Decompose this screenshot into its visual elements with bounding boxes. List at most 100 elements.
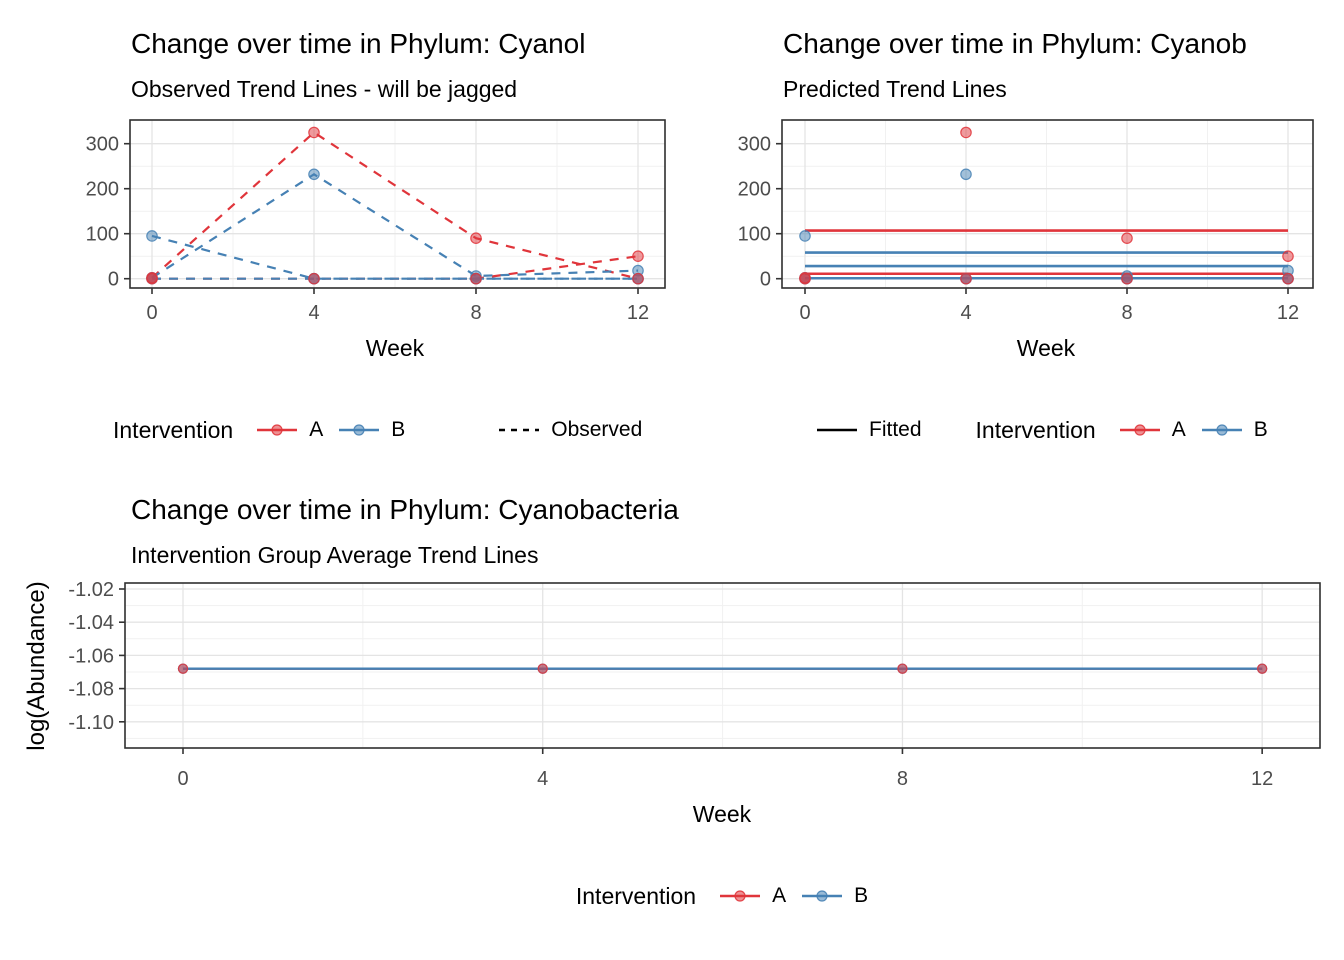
y-tick-label: -1.02 — [68, 579, 114, 601]
y-tick-label: -1.08 — [68, 679, 114, 701]
legend-observed-title: Intervention — [113, 416, 234, 443]
predicted-chart-panel: 0 4 8 12 0 100 200 300 Week — [738, 119, 1314, 361]
group-average-x-axis-title: Week — [693, 801, 752, 827]
legend-item-b-label: B — [854, 884, 869, 907]
data-point-a — [960, 126, 972, 139]
data-point-a — [960, 272, 972, 285]
legend-item-b: B — [337, 418, 405, 442]
data-point-b — [960, 272, 972, 285]
data-point-b — [799, 230, 811, 242]
data-point-b — [308, 272, 320, 285]
data-point-b — [537, 663, 548, 674]
y-tick-label: 100 — [738, 224, 771, 246]
data-point-a — [308, 126, 320, 139]
data-point-b — [897, 663, 908, 674]
data-point-b — [1282, 264, 1294, 277]
x-tick-label: 8 — [897, 768, 908, 790]
data-point-b — [1282, 272, 1294, 285]
data-point-b — [1121, 272, 1133, 285]
observed-chart-subtitle: Observed Trend Lines - will be jagged — [131, 76, 518, 102]
x-tick-label: 0 — [177, 768, 188, 790]
data-point-b — [1121, 272, 1133, 285]
y-tick-label: 100 — [86, 224, 119, 246]
x-tick-label: 4 — [308, 302, 319, 324]
data-point-a — [177, 663, 189, 674]
legend-item-b-label: B — [1253, 418, 1268, 441]
legend-key-a-icon — [1119, 424, 1160, 436]
data-point-b — [177, 663, 189, 674]
legend-key-a-icon — [720, 890, 761, 902]
data-point-a — [1282, 250, 1294, 263]
series-line-b — [151, 172, 639, 279]
data-point-b — [146, 271, 158, 284]
y-tick-label: 300 — [738, 134, 771, 156]
data-point-a — [537, 663, 548, 674]
observed-chart-title: Change over time in Phylum: Cyanol — [131, 28, 586, 59]
data-point-b — [799, 272, 811, 285]
predicted-x-axis-title: Week — [1017, 335, 1076, 361]
group-average-chart-panel: 0 4 8 12 -1.02 -1.04 -1.06 -1.08 -1.10 Week log(Ab… — [23, 579, 1321, 827]
data-point-b — [146, 272, 158, 285]
data-point-a — [1121, 232, 1133, 244]
data-point-b — [308, 272, 320, 285]
legend-key-fitted-icon — [817, 428, 857, 432]
data-point-a — [146, 271, 158, 284]
data-point-a — [470, 232, 482, 244]
y-tick-label: 200 — [738, 179, 771, 201]
legend-predicted: Fitted Intervention A B — [815, 410, 1268, 450]
legend-item-observed: Observed — [497, 418, 642, 442]
predicted-chart-title: Change over time in Phylum: Cyanob — [783, 28, 1247, 59]
observed-x-axis-title: Week — [366, 335, 425, 361]
x-tick-label: 4 — [960, 302, 971, 324]
x-tick-label: 4 — [537, 768, 548, 790]
data-point-a — [799, 271, 811, 284]
legend-key-a-icon — [257, 424, 298, 436]
y-tick-label: 0 — [760, 269, 771, 291]
data-point-b — [308, 168, 320, 181]
data-point-a — [1282, 272, 1294, 285]
legend-item-a: A — [718, 884, 786, 908]
data-point-b — [960, 168, 972, 181]
legend-item-b: B — [800, 884, 868, 908]
y-tick-label: -1.10 — [68, 712, 114, 734]
observed-data-layer — [146, 126, 644, 285]
legend-item-b: B — [1200, 418, 1268, 442]
data-point-a — [632, 250, 644, 263]
data-point-a — [1256, 663, 1268, 674]
legend-item-a-label: A — [1171, 418, 1186, 441]
legend-predicted-title: Intervention — [975, 416, 1096, 443]
x-tick-label: 8 — [1121, 302, 1132, 324]
legend-item-fitted-label: Fitted — [869, 418, 922, 441]
y-tick-label: -1.04 — [68, 612, 114, 634]
legend-average: Intervention A B — [100, 876, 1344, 916]
data-point-b — [632, 272, 644, 285]
y-tick-label: 200 — [86, 179, 119, 201]
x-tick-label: 0 — [146, 302, 157, 324]
data-point-b — [632, 272, 644, 285]
data-point-a — [470, 272, 482, 285]
legend-item-fitted: Fitted — [815, 418, 922, 442]
legend-item-a: A — [1118, 418, 1186, 442]
legend-key-b-icon — [1201, 424, 1242, 436]
group-average-data-layer — [177, 663, 1268, 674]
legend-item-b-label: B — [391, 418, 406, 441]
x-tick-label: 12 — [1251, 768, 1273, 790]
data-point-b — [799, 271, 811, 284]
predicted-chart-subtitle: Predicted Trend Lines — [783, 76, 1007, 102]
legend-item-a-label: A — [772, 884, 787, 907]
data-point-b — [470, 270, 482, 282]
legend-observed: Intervention A B Observed — [113, 410, 656, 450]
data-point-b — [470, 272, 482, 285]
legend-item-a-label: A — [309, 418, 324, 441]
data-point-a — [146, 272, 158, 285]
x-tick-label: 12 — [627, 302, 649, 324]
legend-key-b-icon — [339, 424, 380, 436]
y-tick-label: 0 — [108, 269, 119, 291]
x-tick-label: 12 — [1277, 302, 1299, 324]
data-point-b — [960, 272, 972, 285]
y-tick-label: 300 — [86, 134, 119, 156]
data-point-a — [1121, 272, 1133, 285]
average-chart-title: Change over time in Phylum: Cyanobacteri… — [131, 494, 679, 525]
average-chart-subtitle: Intervention Group Average Trend Lines — [131, 542, 539, 568]
